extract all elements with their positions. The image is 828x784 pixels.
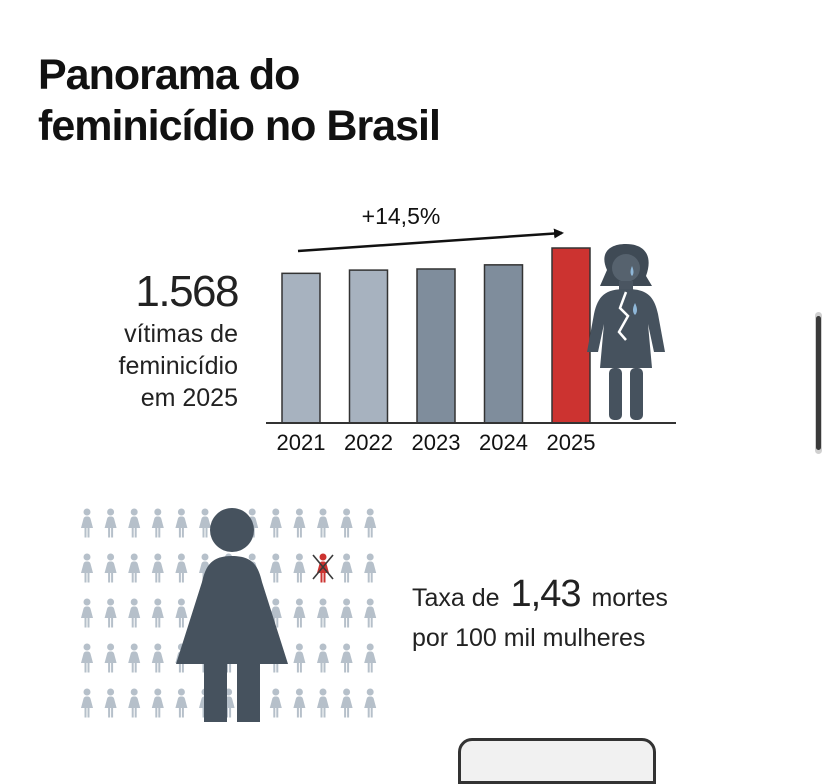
woman-figure-icon — [81, 508, 93, 538]
bar-chart: 2021 2022 2023 2024 2025 +14,5% — [81, 203, 676, 722]
bar-2024 — [483, 264, 524, 424]
victims-label-line-3: em 2025 — [140, 384, 238, 412]
tick-label-2025: 2025 — [547, 430, 596, 455]
woman-figure-icon — [104, 508, 117, 538]
rate-value: 1,43 — [510, 573, 582, 615]
woman-figure-icon — [104, 688, 117, 718]
woman-figure-icon — [151, 643, 164, 673]
woman-figure-icon — [81, 688, 93, 718]
woman-figure-icon — [81, 643, 93, 673]
tick-label-2021: 2021 — [277, 430, 326, 455]
women-grid — [81, 508, 377, 718]
woman-figure-icon — [175, 553, 188, 583]
woman-figure-icon — [340, 598, 353, 628]
tick-label-2023: 2023 — [412, 430, 461, 455]
growth-annotation: +14,5% — [362, 203, 441, 229]
crying-woman-figure-icon — [587, 244, 665, 420]
woman-figure-icon — [104, 598, 117, 628]
woman-figure-icon — [128, 688, 141, 718]
woman-figure-icon — [293, 553, 306, 583]
victims-label: vítimas de feminicídio em 2025 — [60, 318, 239, 414]
bar-2021 — [281, 272, 321, 424]
scroll-banner-icon — [458, 738, 656, 784]
woman-figure-icon — [175, 508, 188, 538]
woman-figure-icon — [269, 508, 282, 538]
victims-label-line-2: feminicídio — [118, 352, 239, 380]
woman-figure-icon — [364, 598, 377, 628]
title-line-2: feminicídio no Brasil — [38, 102, 441, 150]
woman-figure-icon — [151, 598, 164, 628]
woman-figure-icon — [151, 688, 164, 718]
woman-figure-icon — [81, 598, 93, 628]
woman-figure-icon — [293, 688, 306, 718]
woman-figure-icon — [104, 553, 117, 583]
woman-figure-icon — [317, 688, 329, 718]
woman-figure-icon — [340, 688, 353, 718]
woman-figure-icon — [199, 508, 211, 538]
victims-label-line-1: vítimas de — [124, 320, 238, 348]
woman-figure-icon — [293, 643, 306, 673]
rate-suffix: mortes — [591, 584, 668, 612]
trend-arrow — [297, 228, 564, 253]
bar-2023 — [416, 268, 456, 424]
woman-figure-icon — [364, 553, 377, 583]
tick-label-2022: 2022 — [344, 430, 393, 455]
woman-figure-icon — [128, 553, 141, 583]
woman-figure-icon — [364, 688, 377, 718]
rate-text: Taxa de 1,43 mortes por 100 mil mulheres — [412, 572, 668, 660]
cross-mark — [312, 554, 334, 580]
woman-figure-icon — [128, 508, 141, 538]
woman-figure-icon — [317, 598, 329, 628]
woman-figure-icon — [293, 598, 306, 628]
woman-figure-icon — [151, 553, 164, 583]
woman-figure-icon — [317, 508, 329, 538]
rate-prefix: Taxa de — [412, 584, 500, 612]
woman-figure-icon — [293, 508, 306, 538]
woman-figure-icon — [175, 598, 188, 628]
woman-figure-icon — [340, 643, 353, 673]
woman-figure-icon — [269, 688, 282, 718]
victims-count: 1.568 — [135, 267, 239, 316]
woman-figure-icon — [340, 508, 353, 538]
title-line-1: Panorama do — [38, 51, 300, 99]
woman-figure-icon — [364, 643, 377, 673]
woman-figure-icon — [151, 508, 164, 538]
woman-figure-icon — [175, 688, 188, 718]
woman-figure-icon — [128, 643, 141, 673]
woman-figure-icon — [317, 643, 329, 673]
woman-figure-icon — [269, 553, 282, 583]
woman-figure-icon — [340, 553, 353, 583]
scrollbar-thumb[interactable] — [816, 316, 821, 450]
woman-figure-icon — [364, 508, 377, 538]
woman-figure-icon — [104, 643, 117, 673]
rate-line-2: por 100 mil mulheres — [412, 624, 646, 652]
tick-label-2024: 2024 — [479, 430, 528, 455]
bar-2022 — [348, 269, 389, 424]
page-title: Panorama do feminicídio no Brasil — [38, 50, 441, 152]
woman-figure-icon — [128, 598, 141, 628]
woman-figure-icon — [81, 553, 93, 583]
large-woman-figure-icon — [176, 508, 288, 722]
bar-2025 — [551, 247, 591, 424]
